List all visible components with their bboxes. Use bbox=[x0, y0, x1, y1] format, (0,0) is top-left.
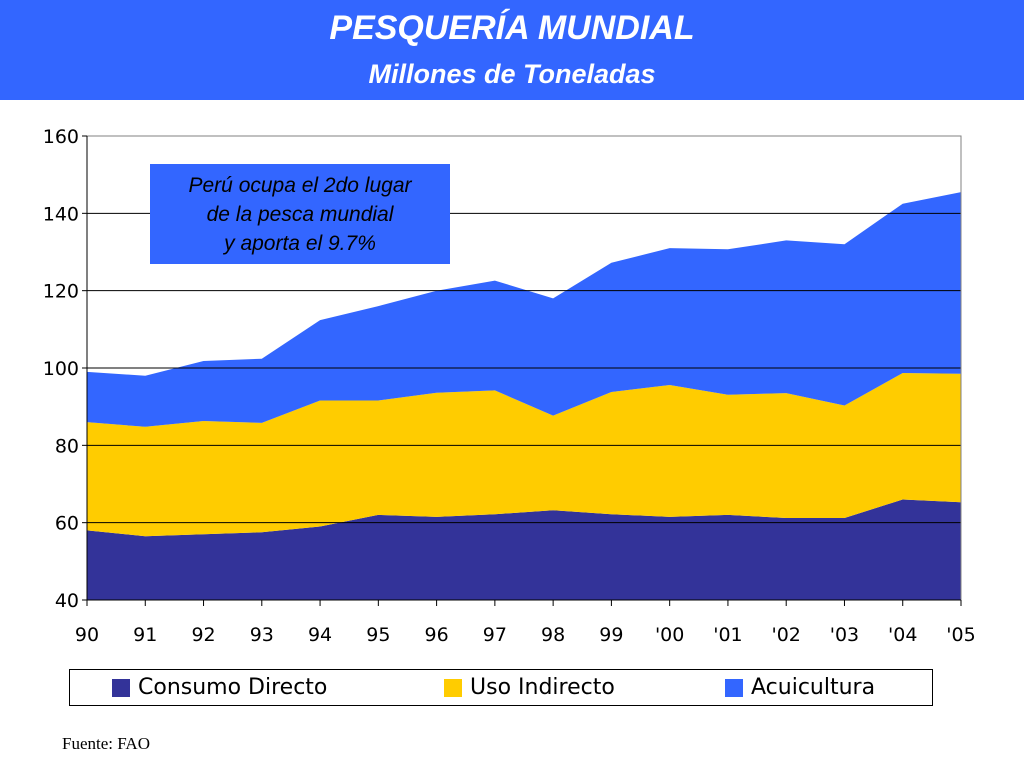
legend-label-uso-indirecto: Uso Indirecto bbox=[470, 675, 615, 700]
area-uso-indirecto bbox=[87, 373, 961, 537]
legend-label-consumo-directo: Consumo Directo bbox=[138, 675, 328, 700]
y-tick-label-140: 140 bbox=[43, 203, 79, 225]
area-consumo-directo bbox=[87, 499, 961, 600]
y-tick-label-160: 160 bbox=[43, 126, 79, 148]
annotation-line-2: de la pesca mundial bbox=[207, 203, 395, 226]
legend-swatch-acuicultura bbox=[725, 678, 743, 697]
x-tick-label-10: '00 bbox=[655, 624, 684, 646]
axes: 40 60 80 100 120 140 160 90 91 92 93 94 95 96 97 98 99 '0… bbox=[43, 126, 976, 646]
x-tick-label-7: 97 bbox=[483, 624, 507, 646]
annotation-line-1: Perú ocupa el 2do lugar bbox=[189, 174, 413, 197]
x-tick-label-15: '05 bbox=[946, 624, 975, 646]
x-tick-label-4: 94 bbox=[308, 624, 332, 646]
x-tick-label-11: '01 bbox=[713, 624, 742, 646]
legend-swatch-uso-indirecto bbox=[444, 678, 462, 697]
x-tick-label-3: 93 bbox=[250, 624, 274, 646]
y-tick-label-60: 60 bbox=[55, 513, 79, 535]
x-tick-label-14: '04 bbox=[888, 624, 917, 646]
x-tick-label-13: '03 bbox=[830, 624, 859, 646]
annotation-line-3: y aporta el 9.7% bbox=[222, 232, 376, 255]
annotation-background bbox=[150, 164, 450, 264]
x-tick-label-5: 95 bbox=[366, 624, 390, 646]
x-tick-label-2: 92 bbox=[191, 624, 215, 646]
x-tick-label-1: 91 bbox=[133, 624, 157, 646]
y-tick-label-120: 120 bbox=[43, 281, 79, 303]
y-tick-label-100: 100 bbox=[43, 358, 79, 380]
page-subtitle: Millones de Toneladas bbox=[368, 59, 656, 89]
legend-swatch-consumo-directo bbox=[112, 678, 130, 697]
legend-item-consumo-directo: Consumo Directo bbox=[112, 670, 327, 705]
x-tick-label-9: 99 bbox=[599, 624, 623, 646]
annotation-box: Perú ocupa el 2do lugar de la pesca mund… bbox=[150, 164, 450, 264]
page-title: PESQUERÍA MUNDIAL bbox=[329, 9, 695, 47]
chart-legend: Consumo Directo Uso Indirecto Acuicultur… bbox=[69, 669, 933, 706]
legend-item-uso-indirecto: Uso Indirecto bbox=[444, 670, 615, 705]
legend-item-acuicultura: Acuicultura bbox=[725, 670, 875, 705]
header-banner: PESQUERÍA MUNDIAL Millones de Toneladas bbox=[0, 0, 1024, 100]
x-tick-label-8: 98 bbox=[541, 624, 565, 646]
source-note: Fuente: FAO bbox=[62, 734, 150, 753]
y-tick-label-80: 80 bbox=[55, 435, 79, 457]
y-tick-label-40: 40 bbox=[55, 590, 79, 612]
x-tick-label-0: 90 bbox=[75, 624, 99, 646]
x-tick-label-6: 96 bbox=[425, 624, 449, 646]
x-tick-label-12: '02 bbox=[771, 624, 800, 646]
legend-label-acuicultura: Acuicultura bbox=[751, 675, 876, 700]
